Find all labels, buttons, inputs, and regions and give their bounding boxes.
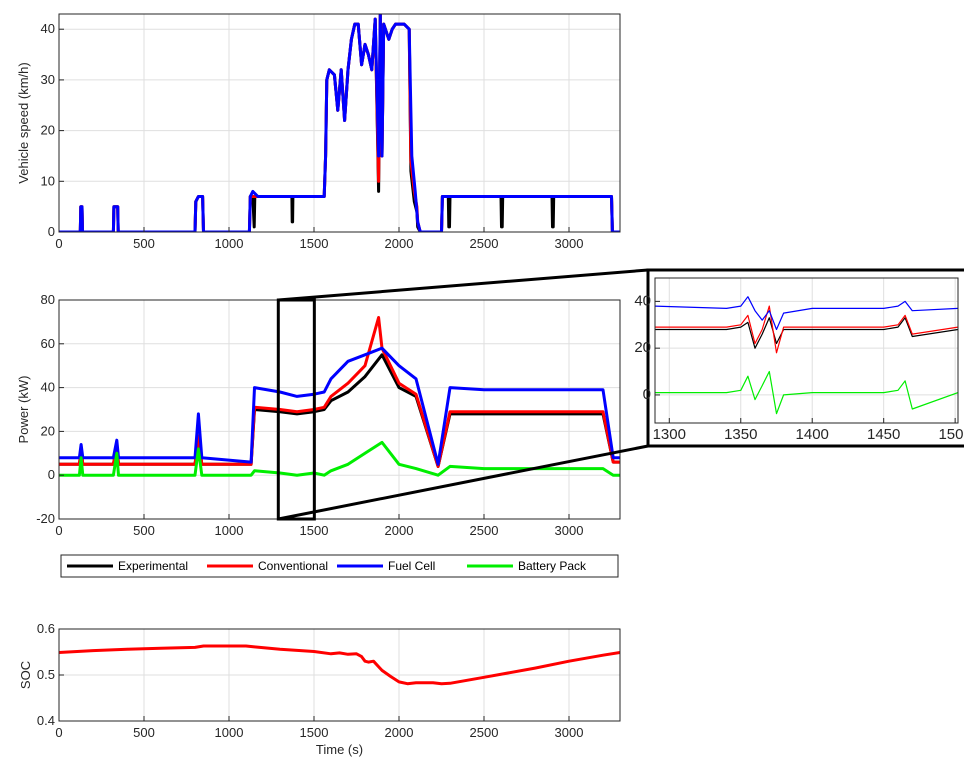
speed-x-tick-label: 2500: [470, 236, 499, 251]
soc-x-tick-label: 2500: [470, 725, 499, 740]
speed-plot: 0 500 1000 1500 2000 2500 3000 0 10 20 30 40 Vehicle…: [16, 14, 620, 251]
inset-zoom-plot: 1300 1350 1400 1450 1500 0 20 40: [634, 270, 964, 446]
legend-label: Conventional: [258, 559, 328, 573]
speed-y-tick-label: 40: [41, 21, 55, 36]
power-series-fuel-cell: [59, 348, 620, 464]
speed-y-tick-label: 0: [48, 224, 55, 239]
soc-x-tick-label: 2000: [385, 725, 414, 740]
speed-x-tick-label: 2000: [385, 236, 414, 251]
power-y-tick-label: 0: [48, 467, 55, 482]
soc-x-tick-label: 1000: [215, 725, 244, 740]
speed-x-tick-label: 3000: [555, 236, 584, 251]
speed-x-tick-label: 1000: [215, 236, 244, 251]
soc-x-tick-label: 1500: [300, 725, 329, 740]
power-x-tick-label: 2000: [385, 523, 414, 538]
soc-y-tick-label: 0.5: [37, 667, 55, 682]
soc-x-axis-label: Time (s): [316, 742, 363, 757]
soc-plot: 0 500 1000 1500 2000 2500 3000 0.4 0.5 0.6 SOC Time…: [18, 621, 620, 757]
speed-y-tick-label: 30: [41, 72, 55, 87]
inset-y-tick-label: 20: [634, 339, 651, 356]
power-y-tick-label: 20: [41, 423, 55, 438]
speed-axes-box: [59, 14, 620, 232]
power-x-tick-label: 0: [55, 523, 62, 538]
speed-x-tick-label: 1500: [300, 236, 329, 251]
soc-y-axis-label: SOC: [18, 661, 33, 689]
inset-frame: [648, 270, 964, 446]
legend-label: Experimental: [118, 559, 188, 573]
inset-y-tick-label: 40: [634, 292, 651, 309]
soc-x-tick-label: 500: [133, 725, 155, 740]
zoom-connector-top: [278, 270, 648, 300]
speed-y-tick-label: 20: [41, 123, 55, 138]
power-x-tick-label: 1000: [215, 523, 244, 538]
speed-series-conventional: [59, 14, 620, 232]
power-series-conventional: [59, 318, 620, 467]
speed-series-fuel-cell: [59, 14, 620, 232]
legend: Experimental Conventional Fuel Cell Battery…: [61, 555, 618, 577]
power-axes-box: [59, 300, 620, 519]
power-x-tick-label: 1500: [300, 523, 329, 538]
inset-x-tick-label: 1300: [653, 426, 686, 443]
soc-y-tick-label: 0.6: [37, 621, 55, 636]
power-plot: 0 500 1000 1500 2000 2500 3000-20020406080Powe…: [16, 292, 620, 538]
inset-x-tick-label: 1500: [938, 426, 964, 443]
power-y-tick-label: -20: [36, 511, 55, 526]
power-x-tick-label: 500: [133, 523, 155, 538]
inset-x-tick-label: 1450: [867, 426, 900, 443]
power-x-tick-label: 3000: [555, 523, 584, 538]
soc-x-tick-label: 3000: [555, 725, 584, 740]
speed-series-experimental: [59, 14, 620, 232]
legend-label: Fuel Cell: [388, 559, 435, 573]
power-y-tick-label: 60: [41, 336, 55, 351]
inset-y-tick-label: 0: [643, 386, 651, 403]
speed-x-tick-label: 500: [133, 236, 155, 251]
speed-y-tick-label: 10: [41, 173, 55, 188]
legend-label: Battery Pack: [518, 559, 587, 573]
power-x-tick-label: 2500: [470, 523, 499, 538]
soc-series-conventional: [59, 646, 620, 684]
speed-x-tick-label: 0: [55, 236, 62, 251]
inset-x-tick-label: 1350: [724, 426, 757, 443]
zoom-connector-bottom: [278, 446, 648, 519]
power-y-tick-label: 40: [41, 380, 55, 395]
soc-y-tick-label: 0.4: [37, 713, 55, 728]
soc-x-tick-label: 0: [55, 725, 62, 740]
power-y-tick-label: 80: [41, 292, 55, 307]
inset-x-tick-label: 1400: [796, 426, 829, 443]
power-y-axis-label: Power (kW): [16, 376, 31, 444]
speed-y-axis-label: Vehicle speed (km/h): [16, 62, 31, 183]
